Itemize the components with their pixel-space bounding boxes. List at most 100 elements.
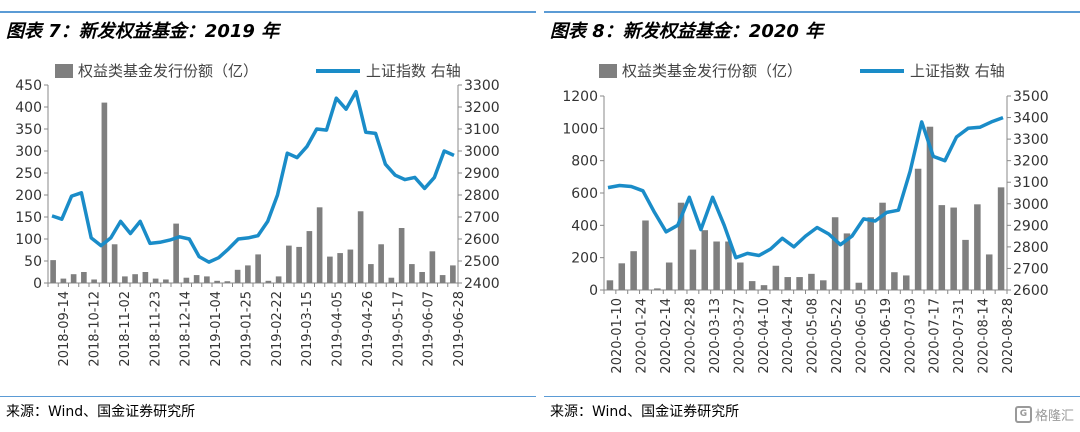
bar xyxy=(132,274,138,283)
x-tick-label: 2018-12-14 xyxy=(179,291,194,367)
bar xyxy=(997,187,1005,290)
x-tick-label: 2020-08-14 xyxy=(977,298,992,374)
x-tick-label: 2020-04-10 xyxy=(757,298,772,374)
x-tick-label: 2020-08-28 xyxy=(1001,298,1016,374)
bar xyxy=(101,102,108,283)
bar xyxy=(50,260,56,283)
x-tick-label: 2020-07-03 xyxy=(903,298,918,374)
y-tick-label-left: 1200 xyxy=(562,89,598,105)
bar xyxy=(867,217,874,290)
bar xyxy=(214,280,220,283)
x-tick-label: 2020-04-24 xyxy=(781,298,796,374)
title-rule xyxy=(544,11,1080,13)
bar xyxy=(784,277,791,290)
bar xyxy=(974,204,981,290)
bar xyxy=(111,244,118,283)
bar xyxy=(713,241,720,290)
bar xyxy=(725,241,732,290)
bar xyxy=(630,251,637,290)
x-tick-label: 2020-05-08 xyxy=(806,298,821,374)
x-tick-label: 2020-07-17 xyxy=(928,298,943,374)
bar xyxy=(347,249,354,283)
x-tick-label: 2018-11-02 xyxy=(118,291,133,367)
x-tick-label: 2019-03-15 xyxy=(300,291,315,367)
x-tick-label: 2020-01-24 xyxy=(635,298,650,374)
bar xyxy=(419,272,425,283)
bar xyxy=(642,220,649,290)
y-tick-label-right: 3100 xyxy=(464,122,500,138)
y-tick-label-right: 3500 xyxy=(1013,89,1049,105)
chart-title: 图表 8：新发权益基金：2020 年 xyxy=(550,21,824,42)
y-tick-label-right: 2900 xyxy=(464,166,500,182)
y-tick-label-right: 3000 xyxy=(464,144,500,160)
y-tick-label-right: 2900 xyxy=(1013,218,1049,234)
y-tick-label-left: 400 xyxy=(571,218,598,234)
y-tick-label-left: 100 xyxy=(15,232,42,248)
bar xyxy=(316,207,323,283)
bar xyxy=(902,275,910,290)
bar xyxy=(183,277,190,283)
bar xyxy=(689,249,697,290)
bar xyxy=(357,211,364,283)
x-tick-label: 2019-01-25 xyxy=(239,291,254,367)
y-tick-label-left: 200 xyxy=(15,188,42,204)
bar xyxy=(429,251,436,283)
bar xyxy=(938,205,946,290)
bar xyxy=(91,279,97,283)
x-tick-label: 2019-06-28 xyxy=(452,291,467,367)
index-line xyxy=(607,115,1004,260)
y-tick-label-left: 50 xyxy=(24,254,42,270)
bar xyxy=(654,288,661,290)
x-tick-label: 2020-03-13 xyxy=(708,298,723,374)
x-tick-label: 2019-05-17 xyxy=(391,291,406,367)
index-line xyxy=(51,89,455,264)
bar xyxy=(677,202,685,290)
legend-label-line: 上证指数 右轴 xyxy=(366,62,461,80)
bar xyxy=(926,126,934,290)
watermark-logo-icon: G xyxy=(1014,406,1032,423)
x-tick-label: 2018-10-12 xyxy=(88,291,103,367)
bar xyxy=(737,262,744,290)
bar xyxy=(245,265,251,283)
bar xyxy=(398,228,405,283)
x-tick-label: 2019-02-22 xyxy=(270,291,285,367)
x-tick-label: 2020-06-05 xyxy=(854,298,869,374)
x-tick-label: 2019-04-26 xyxy=(361,291,376,367)
y-tick-label-right: 3100 xyxy=(1013,175,1049,191)
x-tick-label: 2018-09-14 xyxy=(57,291,72,367)
bar xyxy=(962,239,969,290)
x-tick-label: 2020-02-28 xyxy=(683,298,698,374)
chart-source: 来源：Wind、国金证券研究所 xyxy=(550,404,740,420)
bar xyxy=(224,281,231,283)
bar xyxy=(368,264,374,283)
bar xyxy=(378,244,384,283)
y-tick-label-right: 2800 xyxy=(1013,240,1049,256)
bar xyxy=(173,223,179,283)
legend-label-bars: 权益类基金发行份额（亿） xyxy=(622,62,802,80)
y-tick-label-right: 3300 xyxy=(464,78,500,94)
y-tick-label-right: 3300 xyxy=(1013,132,1049,148)
bar xyxy=(665,262,673,290)
bar xyxy=(265,280,272,283)
y-tick-label-left: 250 xyxy=(15,166,42,182)
bar xyxy=(81,272,87,283)
y-tick-label-right: 3400 xyxy=(1013,111,1049,127)
bar xyxy=(618,263,626,290)
y-tick-label-right: 3200 xyxy=(1013,154,1049,170)
bar xyxy=(606,280,614,290)
x-tick-label: 2019-01-04 xyxy=(209,291,224,367)
x-tick-label: 2020-07-31 xyxy=(952,298,967,374)
bar xyxy=(879,202,886,290)
bar xyxy=(760,285,768,290)
y-tick-label-left: 0 xyxy=(589,283,598,299)
y-tick-label-left: 1000 xyxy=(562,121,598,137)
bar xyxy=(808,273,815,290)
bar xyxy=(950,207,957,290)
y-tick-label-left: 450 xyxy=(15,78,42,94)
bar xyxy=(843,233,851,290)
x-tick-label: 2020-01-10 xyxy=(610,298,625,374)
bar xyxy=(985,254,993,290)
x-tick-label: 2020-02-14 xyxy=(659,298,674,374)
bar xyxy=(255,254,261,283)
bar xyxy=(204,276,210,283)
